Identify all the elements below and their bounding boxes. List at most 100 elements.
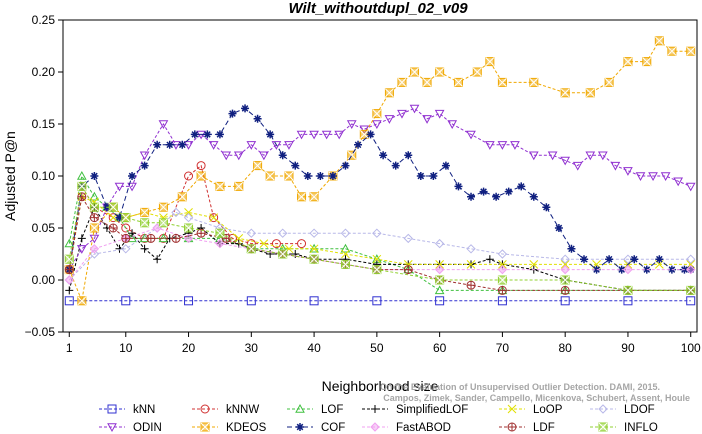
data-point-ldf [497, 285, 507, 295]
data-point-simplifiedlof [291, 250, 300, 258]
x-tick-label: 20 [182, 341, 196, 355]
series-simplifiedlof [65, 203, 695, 295]
data-point-odin [635, 172, 646, 182]
data-point-cof [492, 192, 501, 201]
legend-marker [598, 422, 608, 432]
data-point-inflo [140, 218, 150, 228]
data-point-knnw [196, 161, 206, 171]
data-point-inflo [77, 181, 87, 191]
data-point-odin [648, 172, 658, 182]
data-point-odin [284, 141, 294, 150]
data-point-cof [341, 161, 350, 170]
data-point-cof [203, 130, 212, 139]
data-point-cof [291, 161, 300, 170]
data-point-inflo [497, 275, 507, 285]
data-point-ldof [434, 238, 445, 249]
data-point-odin [309, 130, 319, 140]
data-point-odin [208, 141, 219, 150]
data-point-kdeos [140, 207, 150, 217]
data-point-ldof [340, 228, 351, 238]
data-point-knn [184, 296, 194, 306]
legend-label: kNN [133, 404, 155, 416]
data-point-cof [567, 244, 576, 253]
legend-marker [295, 403, 305, 413]
data-point-kdeos [284, 171, 294, 181]
data-point-cof [253, 114, 262, 123]
series-loop [64, 192, 696, 274]
data-point-odin [547, 151, 558, 161]
series-knn [64, 296, 696, 306]
data-point-loop [259, 239, 269, 248]
data-point-knnw [271, 239, 281, 249]
data-point-ldf [403, 265, 413, 275]
data-point-odin [610, 161, 621, 171]
legend-marker [200, 422, 210, 432]
data-point-cof [605, 255, 614, 264]
data-point-knnw [121, 223, 131, 233]
data-point-inflo [560, 275, 570, 285]
legend-item-fastabod: FastABOD [362, 422, 451, 434]
data-point-inflo [158, 218, 168, 228]
data-point-cof [140, 161, 149, 170]
data-point-inflo [340, 259, 350, 269]
legend-label: LOF [321, 404, 343, 416]
series-odin [64, 104, 696, 275]
data-point-knn [372, 296, 382, 306]
data-point-kdeos [372, 109, 382, 119]
data-point-ldof [403, 233, 413, 244]
data-point-simplifiedlof [485, 255, 494, 264]
data-point-inflo [246, 244, 256, 254]
data-point-ldf [171, 233, 181, 243]
data-point-odin [346, 120, 357, 130]
data-point-odin [334, 130, 345, 140]
data-point-kdeos [497, 77, 507, 87]
data-point-inflo [108, 202, 118, 212]
data-point-ldof [560, 254, 570, 264]
data-point-kdeos [253, 161, 263, 171]
data-point-fastabod [434, 264, 445, 275]
series-kdeos [64, 36, 696, 306]
data-point-ldof [277, 228, 288, 238]
data-point-cof [266, 130, 275, 139]
legend-marker [370, 422, 380, 432]
data-point-cof [655, 255, 664, 264]
data-point-cof [90, 172, 99, 180]
data-point-knn [121, 296, 131, 306]
data-point-kdeos [89, 223, 99, 233]
series-cof [65, 104, 695, 274]
data-point-kdeos [642, 57, 652, 67]
data-point-ldof [623, 254, 633, 264]
data-point-ldof [183, 212, 194, 223]
data-point-ldf [108, 223, 118, 233]
legend-label: SimplifiedLOF [396, 404, 468, 416]
data-point-loop [466, 260, 476, 269]
data-point-odin [422, 115, 432, 124]
x-tick-label: 100 [681, 341, 701, 355]
data-point-odin [183, 141, 194, 150]
data-point-simplifiedlof [140, 244, 149, 253]
data-point-odin [497, 141, 508, 150]
data-point-odin [114, 182, 125, 192]
y-tick-label: 0.10 [32, 169, 56, 183]
data-point-odin [321, 130, 332, 140]
data-point-odin [409, 104, 420, 114]
legend-label: FastABOD [396, 422, 451, 434]
legend-marker [507, 422, 517, 432]
data-point-kdeos [623, 57, 633, 67]
data-point-cof [391, 161, 400, 170]
data-point-odin [466, 130, 476, 140]
credit-line-2: On the Evaluation of Unsupervised Outlie… [380, 382, 660, 392]
data-point-odin [259, 151, 269, 161]
data-point-inflo [89, 202, 99, 212]
data-point-kdeos [485, 57, 495, 67]
data-point-kdeos [686, 46, 696, 56]
data-point-loop [498, 260, 507, 269]
data-point-odin [271, 141, 282, 150]
data-point-odin [673, 177, 684, 187]
legend-label: LDF [533, 422, 555, 434]
data-point-kdeos [560, 88, 570, 98]
data-point-inflo [64, 254, 74, 264]
data-point-odin [485, 141, 495, 150]
data-point-simplifiedlof [65, 286, 74, 295]
x-tick-label: 40 [307, 341, 321, 355]
